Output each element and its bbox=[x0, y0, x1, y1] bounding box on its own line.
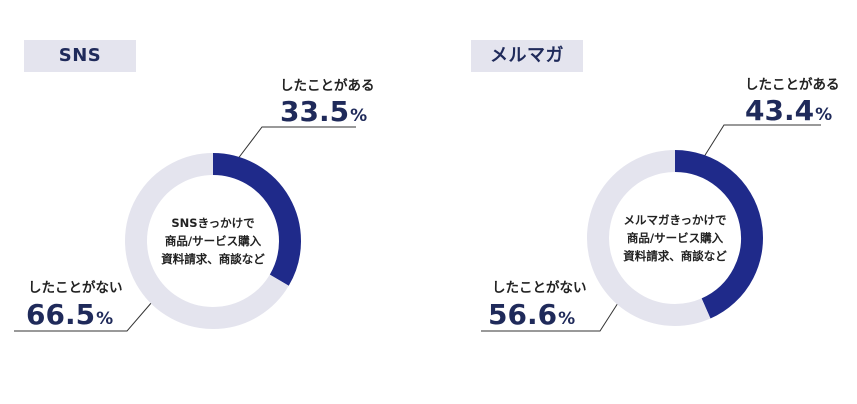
slice-value-not-done: 66.5% bbox=[26, 301, 113, 329]
slice-value-unit: % bbox=[815, 105, 833, 125]
slice-value-unit: % bbox=[96, 309, 114, 329]
slice-value-number: 56.6 bbox=[488, 298, 558, 331]
donut-slice-not-done bbox=[125, 153, 289, 329]
center-label-line-1: SNSきっかけで bbox=[171, 216, 255, 230]
center-label-line-2: 商品/サービス購入 bbox=[626, 231, 724, 245]
donut-slice-done bbox=[212, 153, 301, 286]
donut-center-label: メルマガきっかけで 商品/サービス購入 資料請求、商談など bbox=[605, 211, 745, 265]
slice-label-not-done: したことがない bbox=[28, 280, 123, 296]
donut-chart bbox=[587, 150, 763, 326]
leader-line-done bbox=[236, 126, 356, 161]
slice-label-done: したことがある bbox=[280, 78, 375, 94]
donut-slice-not-done bbox=[587, 150, 711, 326]
chart-panel-sns: SNS SNSきっかけで 商品/サービス購入 資料請求、商談など したことがある… bbox=[0, 0, 428, 404]
slice-label-not-done: したことがない bbox=[492, 280, 587, 296]
slice-value-done: 43.4% bbox=[745, 97, 832, 125]
slice-value-number: 43.4 bbox=[745, 94, 815, 127]
slice-value-done: 33.5% bbox=[280, 98, 367, 126]
leader-line-not-done bbox=[14, 301, 153, 332]
chart-panel-mailmag: メルマガ メルマガきっかけで 商品/サービス購入 資料請求、商談など したことが… bbox=[428, 0, 856, 404]
donut-slice-done bbox=[674, 150, 763, 319]
slice-value-number: 33.5 bbox=[280, 95, 350, 128]
leader-lines bbox=[14, 126, 356, 332]
chart-title-tag: SNS bbox=[24, 40, 136, 72]
leader-line-done bbox=[701, 124, 821, 161]
center-label-line-1: メルマガきっかけで bbox=[623, 213, 727, 227]
donut-center-label: SNSきっかけで 商品/サービス購入 資料請求、商談など bbox=[143, 214, 283, 268]
center-label-line-3: 資料請求、商談など bbox=[161, 252, 265, 266]
chart-title-tag: メルマガ bbox=[471, 40, 583, 72]
donut-chart bbox=[125, 153, 301, 329]
leader-lines bbox=[481, 124, 821, 332]
slice-label-done: したことがある bbox=[745, 77, 840, 93]
slice-value-not-done: 56.6% bbox=[488, 301, 575, 329]
slice-value-number: 66.5 bbox=[26, 298, 96, 331]
leader-line-not-done bbox=[481, 302, 619, 332]
slice-value-unit: % bbox=[558, 309, 576, 329]
slice-value-unit: % bbox=[350, 106, 368, 126]
center-label-line-3: 資料請求、商談など bbox=[623, 249, 727, 263]
center-label-line-2: 商品/サービス購入 bbox=[164, 234, 262, 248]
